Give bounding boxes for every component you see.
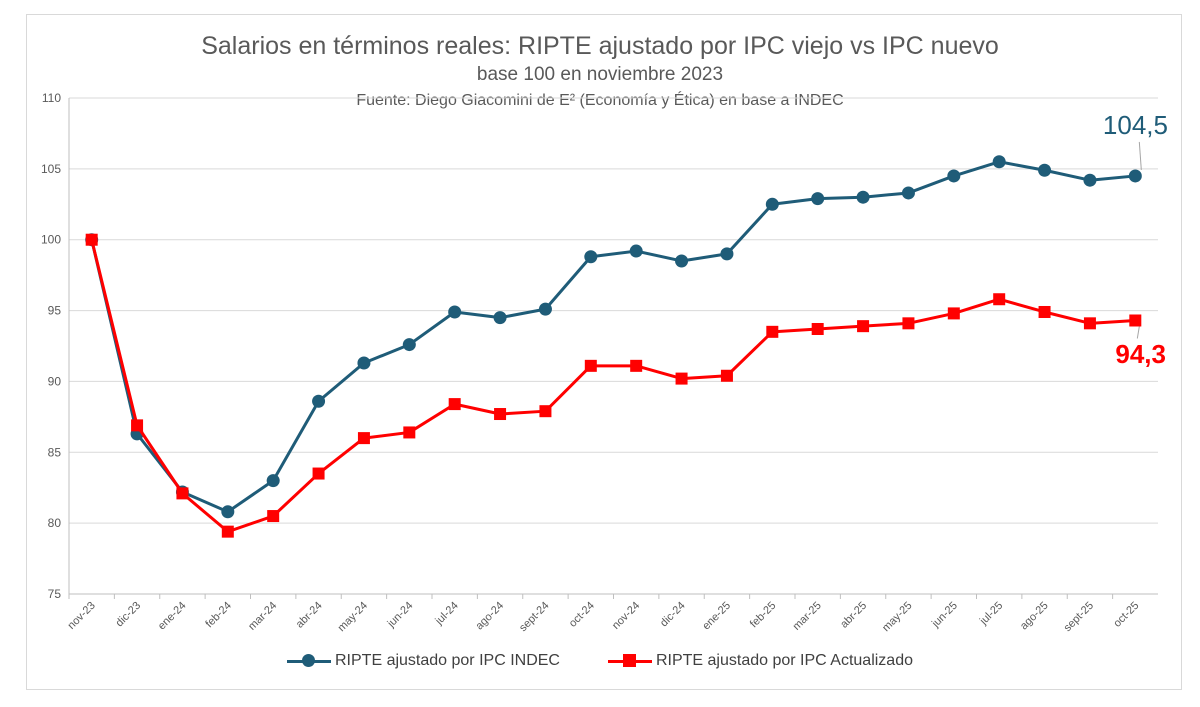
data-point-series-1-11 [584, 359, 597, 372]
y-tick-label-95: 95 [48, 304, 62, 318]
data-point-series-1-1 [131, 419, 144, 432]
data-point-series-1-17 [857, 320, 870, 333]
x-tick-label-ene-25: ene-25 [700, 600, 733, 633]
x-tick-label-dic-24: dic-24 [658, 600, 688, 630]
data-point-series-0-10 [538, 302, 552, 316]
data-point-series-0-9 [493, 311, 507, 325]
data-point-series-1-9 [494, 408, 507, 421]
end-label-leader-series-1 [1136, 326, 1140, 339]
x-tick-label-ago-24: ago-24 [473, 600, 506, 633]
x-tick-label-oct-24: oct-24 [567, 600, 597, 630]
x-tick-label-mar-25: mar-25 [791, 600, 824, 633]
y-tick-label-105: 105 [41, 162, 61, 176]
data-point-series-0-22 [1083, 173, 1097, 187]
x-tick-label-jun-24: jun-24 [385, 600, 416, 631]
data-point-series-0-18 [901, 186, 915, 200]
data-point-series-1-20 [993, 293, 1006, 306]
data-point-series-1-23 [1129, 314, 1142, 327]
data-point-series-0-12 [629, 244, 643, 258]
x-tick-label-ene-24: ene-24 [156, 600, 189, 633]
data-point-series-1-16 [811, 322, 824, 335]
data-point-series-1-14 [720, 369, 733, 382]
end-label-leader-series-0 [1138, 141, 1142, 170]
data-point-series-1-22 [1083, 317, 1096, 330]
x-tick-label-nov-24: nov-24 [610, 600, 642, 632]
data-point-series-1-18 [902, 317, 915, 330]
data-point-series-1-2 [176, 487, 189, 500]
legend: RIPTE ajustado por IPC INDEC RIPTE ajust… [0, 652, 1200, 670]
data-point-series-0-14 [720, 247, 734, 261]
data-point-series-1-13 [675, 372, 688, 385]
data-point-series-0-17 [856, 190, 870, 204]
chart-title: Salarios en términos reales: RIPTE ajust… [201, 32, 999, 60]
y-tick-label-90: 90 [48, 374, 62, 388]
x-tick-label-dic-23: dic-23 [114, 600, 144, 630]
data-point-series-0-23 [1128, 169, 1142, 183]
y-tick-label-85: 85 [48, 445, 62, 459]
data-point-series-0-4 [266, 474, 280, 488]
x-tick-label-sept-24: sept-24 [517, 600, 551, 634]
x-tick-label-nov-23: nov-23 [66, 600, 98, 632]
data-point-series-1-4 [267, 510, 280, 523]
legend-swatch-series-1 [607, 654, 652, 668]
legend-item-series-0: RIPTE ajustado por IPC INDEC [287, 652, 560, 670]
y-tick-label-80: 80 [48, 516, 62, 530]
x-tick-label-ago-25: ago-25 [1018, 600, 1051, 633]
data-point-series-0-15 [765, 197, 779, 211]
data-point-series-0-5 [312, 394, 326, 408]
data-point-series-1-21 [1038, 305, 1051, 318]
data-point-series-1-15 [766, 325, 779, 338]
data-point-series-0-13 [675, 254, 689, 268]
y-tick-label-75: 75 [48, 587, 62, 601]
data-point-series-0-16 [811, 192, 825, 206]
x-tick-label-feb-24: feb-24 [203, 600, 234, 631]
x-tick-label-mar-24: mar-24 [246, 600, 279, 633]
data-point-series-1-7 [403, 426, 416, 439]
data-point-series-1-10 [539, 405, 552, 418]
data-point-series-1-12 [630, 359, 643, 372]
data-point-series-0-21 [1038, 163, 1052, 177]
x-tick-label-jun-25: jun-25 [929, 600, 960, 631]
x-tick-label-feb-25: feb-25 [748, 600, 779, 631]
x-tick-label-may-25: may-25 [880, 600, 914, 634]
data-point-series-1-6 [357, 432, 370, 445]
x-tick-label-oct-25: oct-25 [1111, 600, 1141, 630]
data-point-series-0-6 [357, 356, 371, 370]
data-point-series-0-11 [584, 250, 598, 264]
data-point-series-0-20 [992, 155, 1006, 169]
x-tick-label-abr-25: abr-25 [838, 600, 869, 631]
end-label-series-0: 104,5 [1103, 110, 1168, 140]
data-point-series-0-7 [402, 338, 416, 352]
x-tick-label-jul-25: jul-25 [977, 600, 1005, 628]
x-tick-label-may-24: may-24 [336, 600, 370, 634]
data-point-series-1-5 [312, 467, 325, 480]
series-line-0 [90, 160, 1136, 514]
chart-frame [26, 14, 1182, 690]
data-point-series-1-19 [947, 307, 960, 320]
data-point-series-1-0 [85, 233, 98, 246]
x-tick-label-jul-24: jul-24 [433, 600, 461, 628]
data-point-series-1-3 [221, 525, 234, 538]
legend-label-series-0: RIPTE ajustado por IPC INDEC [335, 652, 560, 669]
y-tick-label-100: 100 [41, 233, 61, 247]
x-tick-label-abr-24: abr-24 [294, 600, 325, 631]
chart-subtitle: base 100 en noviembre 2023 [476, 64, 724, 85]
data-point-series-0-19 [947, 169, 961, 183]
series-line-1 [90, 239, 1136, 534]
x-tick-label-sept-25: sept-25 [1062, 600, 1096, 634]
legend-item-series-1: RIPTE ajustado por IPC Actualizado [607, 652, 913, 670]
data-point-series-0-3 [221, 505, 235, 519]
end-label-series-1: 94,3 [1115, 339, 1166, 369]
data-point-series-0-8 [448, 305, 462, 319]
legend-swatch-series-0 [287, 654, 331, 668]
legend-label-series-1: RIPTE ajustado por IPC Actualizado [655, 652, 913, 669]
data-point-series-1-8 [448, 398, 461, 411]
y-tick-label-110: 110 [42, 91, 61, 105]
chart-source: Fuente: Diego Giacomini de E² (Economía … [356, 92, 844, 109]
